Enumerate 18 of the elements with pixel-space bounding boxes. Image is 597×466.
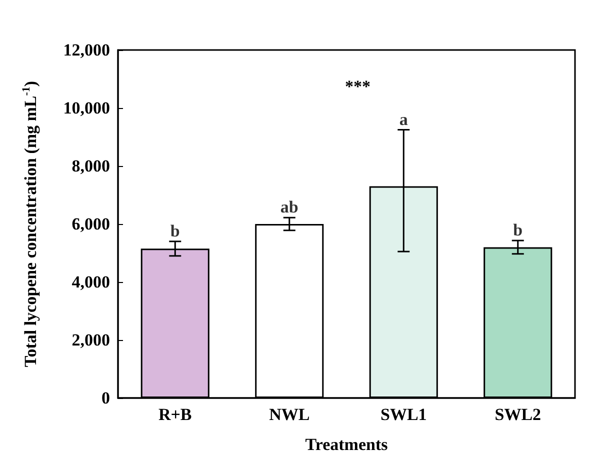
y-tick-label: 6,000 bbox=[72, 214, 110, 234]
y-tick-label: 4,000 bbox=[72, 272, 110, 292]
annotation: b bbox=[513, 220, 523, 240]
y-axis-title: Total lycopene concentration (mg mL-1) bbox=[20, 80, 40, 368]
y-tick-label: 0 bbox=[102, 388, 110, 408]
x-tick-label: SWL2 bbox=[494, 405, 542, 424]
x-axis-title: Treatments bbox=[305, 435, 388, 454]
annotation: b bbox=[170, 221, 180, 240]
annotation: a bbox=[399, 110, 408, 129]
x-tick-label: SWL1 bbox=[380, 405, 427, 424]
y-tick-label: 8,000 bbox=[72, 156, 110, 176]
x-tick-label: R+B bbox=[158, 405, 192, 424]
annotation: *** bbox=[345, 77, 370, 96]
y-tick-label: 10,000 bbox=[63, 98, 110, 118]
annotation: ab bbox=[280, 198, 298, 217]
x-tick-label: NWL bbox=[269, 405, 310, 424]
y-tick-label: 12,000 bbox=[63, 40, 110, 60]
y-tick-label: 2,000 bbox=[72, 330, 110, 350]
